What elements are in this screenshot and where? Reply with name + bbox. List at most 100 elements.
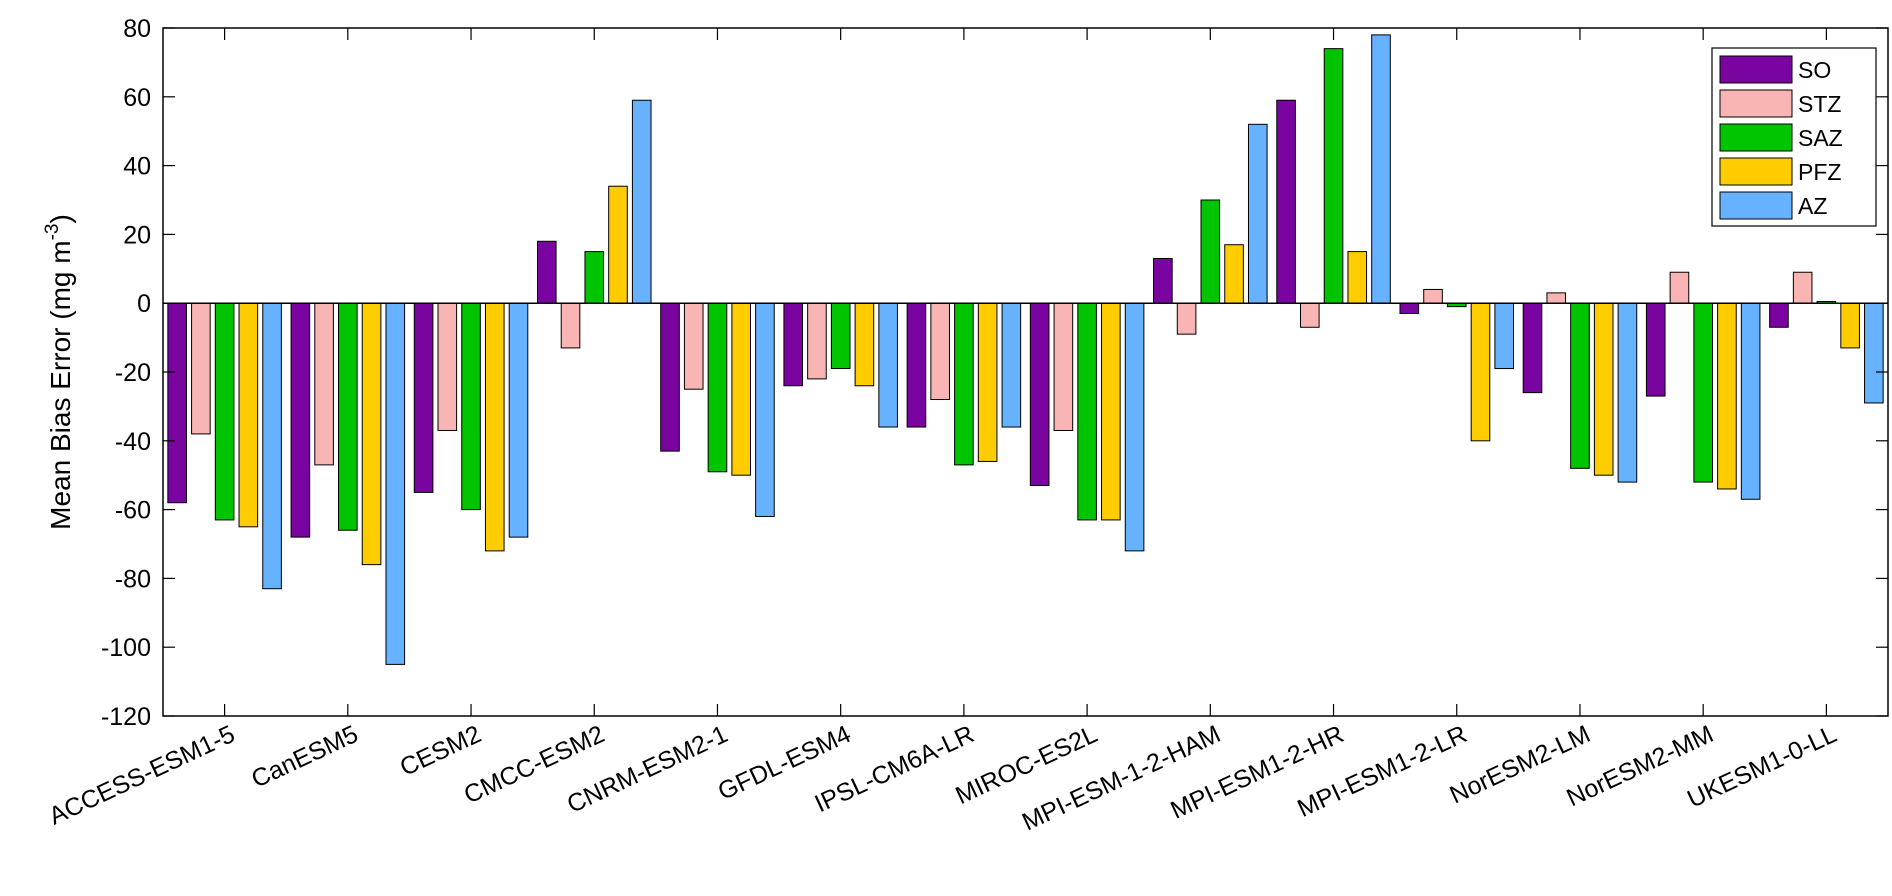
bar-pfz-cnrm-esm2-1 <box>731 302 752 476</box>
bar-az-noresm2-lm <box>1617 302 1638 483</box>
bar-saz-miroc-es2l <box>1077 302 1097 521</box>
bar-saz-canesm5 <box>338 302 358 531</box>
bar-pfz-mpi-esm1-2-hr <box>1347 251 1368 304</box>
y-tick-label: -100 <box>101 634 151 662</box>
bar-pfz-cesm2 <box>484 302 505 552</box>
bar-saz-cmcc-esm2 <box>584 251 605 304</box>
bar-so-noresm2-mm <box>1645 302 1666 397</box>
bar-az-miroc-es2l <box>1124 302 1145 552</box>
bar-saz-noresm2-lm <box>1570 302 1590 469</box>
bar-az-mpi-esm-1-2-ham <box>1247 123 1268 304</box>
legend-swatch-az <box>1719 191 1793 220</box>
bar-stz-miroc-es2l <box>1053 302 1074 431</box>
y-tick-label: -60 <box>115 497 151 525</box>
bar-pfz-noresm2-lm <box>1593 302 1614 476</box>
bar-az-cmcc-esm2 <box>631 99 652 304</box>
bar-saz-ipsl-cm6a-lr <box>954 302 974 466</box>
bar-so-miroc-es2l <box>1029 302 1050 487</box>
bar-saz-cesm2 <box>461 302 481 511</box>
bar-az-mpi-esm1-2-lr <box>1494 302 1515 370</box>
legend-swatch-pfz <box>1719 157 1793 186</box>
bar-stz-access-esm1-5 <box>191 302 211 435</box>
y-tick-label: 40 <box>123 153 151 181</box>
y-tick-label: -40 <box>115 428 151 456</box>
bar-pfz-access-esm1-5 <box>238 302 259 528</box>
bar-stz-mpi-esm1-2-hr <box>1300 302 1320 328</box>
bar-stz-noresm2-mm <box>1669 271 1690 304</box>
y-axis-title-text: Mean Bias Error (mg m <box>45 240 76 529</box>
legend-label-stz: STZ <box>1798 91 1841 117</box>
bar-stz-mpi-esm1-2-lr <box>1423 288 1443 304</box>
y-tick-label: 20 <box>123 221 151 249</box>
x-category-label: CESM2 <box>396 720 486 782</box>
bar-pfz-gfdl-esm4 <box>854 302 875 387</box>
bar-saz-mpi-esm-1-2-ham <box>1200 199 1221 304</box>
bar-so-ukesm1-0-ll <box>1769 302 1789 328</box>
y-axis-title-close: ) <box>45 214 76 223</box>
y-axis-title: Mean Bias Error (mg m-3) <box>42 214 76 530</box>
bar-stz-cnrm-esm2-1 <box>683 302 704 390</box>
legend-label-az: AZ <box>1798 193 1827 219</box>
bar-so-canesm5 <box>290 302 311 538</box>
bar-stz-canesm5 <box>314 302 334 466</box>
bar-saz-noresm2-mm <box>1693 302 1713 483</box>
bar-saz-gfdl-esm4 <box>830 302 851 370</box>
bar-so-cnrm-esm2-1 <box>660 302 680 452</box>
bar-so-gfdl-esm4 <box>783 302 804 387</box>
bar-so-mpi-esm1-2-lr <box>1399 302 1420 315</box>
x-category-label: CanESM5 <box>247 720 362 794</box>
y-tick-label: -120 <box>101 703 151 731</box>
bar-az-cesm2 <box>508 302 529 538</box>
bar-so-cmcc-esm2 <box>536 240 557 304</box>
bar-stz-noresm2-lm <box>1546 292 1567 304</box>
bar-pfz-ukesm1-0-ll <box>1840 302 1860 349</box>
bar-pfz-canesm5 <box>361 302 382 566</box>
bar-pfz-cmcc-esm2 <box>608 185 628 304</box>
legend-swatch-saz <box>1719 123 1793 152</box>
legend-label-saz: SAZ <box>1798 125 1843 151</box>
bar-saz-cnrm-esm2-1 <box>707 302 728 473</box>
bar-az-noresm2-mm <box>1740 302 1761 500</box>
bar-saz-mpi-esm1-2-hr <box>1323 48 1344 304</box>
y-tick-label: -80 <box>115 565 151 593</box>
bar-az-canesm5 <box>385 302 406 665</box>
x-category-label: ACCESS-ESM1-5 <box>45 720 239 831</box>
bar-az-access-esm1-5 <box>262 302 282 590</box>
bar-az-cnrm-esm2-1 <box>755 302 775 517</box>
bar-stz-ipsl-cm6a-lr <box>930 302 950 401</box>
bar-az-ipsl-cm6a-lr <box>1001 302 1022 428</box>
bar-stz-mpi-esm-1-2-ham <box>1176 302 1197 335</box>
y-tick-label: 80 <box>123 15 151 43</box>
legend-swatch-so <box>1719 55 1793 84</box>
bar-pfz-mpi-esm-1-2-ham <box>1224 244 1244 304</box>
bar-so-cesm2 <box>413 302 434 493</box>
y-axis-title-exponent: -3 <box>42 224 63 241</box>
y-tick-label: -20 <box>115 359 151 387</box>
legend-label-so: SO <box>1798 57 1831 83</box>
bar-az-ukesm1-0-ll <box>1864 302 1884 404</box>
bar-pfz-noresm2-mm <box>1717 302 1737 490</box>
y-tick-label: 0 <box>137 290 151 318</box>
bar-pfz-miroc-es2l <box>1101 302 1121 521</box>
bar-so-access-esm1-5 <box>167 302 187 504</box>
bar-so-mpi-esm-1-2-ham <box>1153 257 1173 304</box>
bar-saz-access-esm1-5 <box>214 302 235 521</box>
x-category-label: MPI-ESM-1-2-HAM <box>1018 720 1225 836</box>
bar-stz-gfdl-esm4 <box>807 302 827 380</box>
bar-stz-ukesm1-0-ll <box>1792 271 1813 304</box>
bar-az-gfdl-esm4 <box>878 302 898 428</box>
bar-so-noresm2-lm <box>1522 302 1543 394</box>
bar-pfz-mpi-esm1-2-lr <box>1470 302 1491 442</box>
bar-stz-cmcc-esm2 <box>560 302 581 349</box>
legend: SO STZ SAZ PFZ AZ <box>1711 47 1877 227</box>
ticks-layer: 80 60 40 20 0 -20 -40 -60 -80 -100 -120 <box>101 15 1888 731</box>
legend-swatch-stz <box>1719 89 1793 118</box>
bar-az-mpi-esm1-2-hr <box>1371 34 1391 304</box>
y-tick-label: 60 <box>123 84 151 112</box>
bar-stz-cesm2 <box>437 302 458 431</box>
legend-label-pfz: PFZ <box>1798 159 1841 185</box>
bar-so-mpi-esm1-2-hr <box>1276 99 1296 304</box>
bar-pfz-ipsl-cm6a-lr <box>977 302 998 462</box>
bar-so-ipsl-cm6a-lr <box>906 302 927 428</box>
